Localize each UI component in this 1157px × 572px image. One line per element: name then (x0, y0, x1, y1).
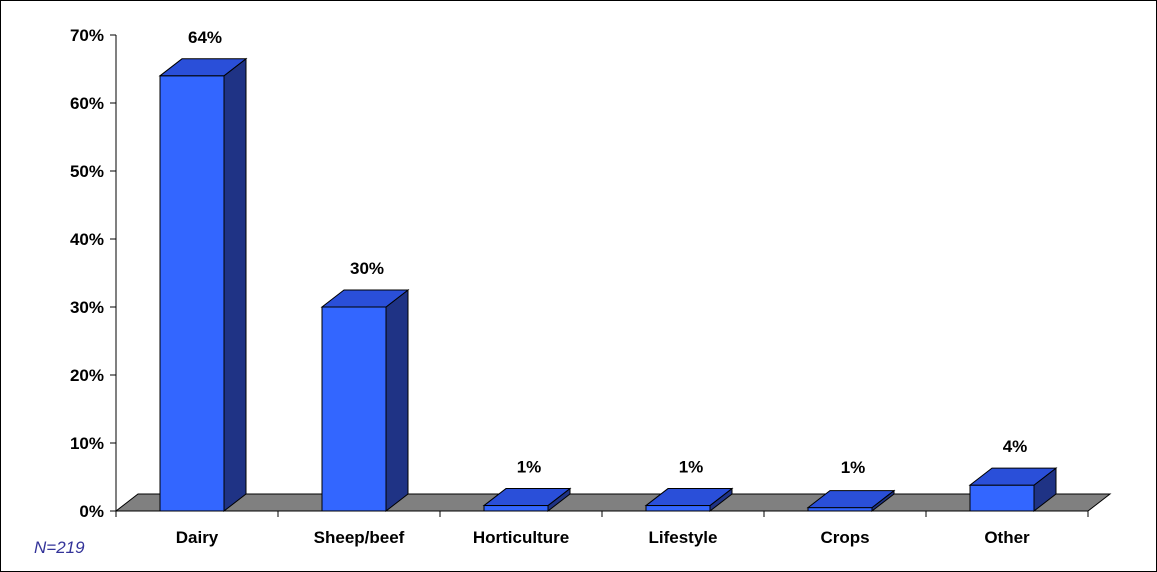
bar-top (806, 490, 896, 509)
bar-front (645, 505, 711, 512)
bar-front (159, 75, 225, 512)
bar-front (483, 505, 549, 512)
y-tick-label: 30% (70, 298, 104, 317)
x-category-label: Sheep/beef (314, 528, 405, 547)
x-category-label: Horticulture (473, 528, 569, 547)
x-category-label: Dairy (176, 528, 219, 547)
data-label: 30% (350, 259, 384, 278)
y-tick-label: 10% (70, 434, 104, 453)
y-tick-label: 40% (70, 230, 104, 249)
data-label: 1% (679, 458, 704, 477)
data-label: 64% (188, 28, 222, 47)
chart-floor (114, 493, 1112, 512)
data-label: 1% (517, 458, 542, 477)
bar-front (321, 306, 387, 512)
bar-front (807, 507, 873, 512)
bar-front (969, 484, 1035, 512)
x-category-label: Lifestyle (649, 528, 718, 547)
sample-size-note: N=219 (34, 538, 85, 557)
bar-top (968, 467, 1058, 486)
data-label: 4% (1003, 437, 1028, 456)
y-tick-label: 70% (70, 26, 104, 45)
x-category-label: Other (984, 528, 1030, 547)
bar-top (320, 289, 410, 308)
bar-top (158, 58, 248, 77)
bar-side (223, 57, 247, 513)
y-tick-label: 20% (70, 366, 104, 385)
y-tick-label: 0% (79, 502, 104, 521)
y-tick-label: 60% (70, 94, 104, 113)
x-category-label: Crops (820, 528, 869, 547)
data-label: 1% (841, 458, 866, 477)
bar-top (644, 488, 734, 507)
bar-top (482, 488, 572, 507)
bar-side (385, 288, 409, 513)
y-tick-label: 50% (70, 162, 104, 181)
